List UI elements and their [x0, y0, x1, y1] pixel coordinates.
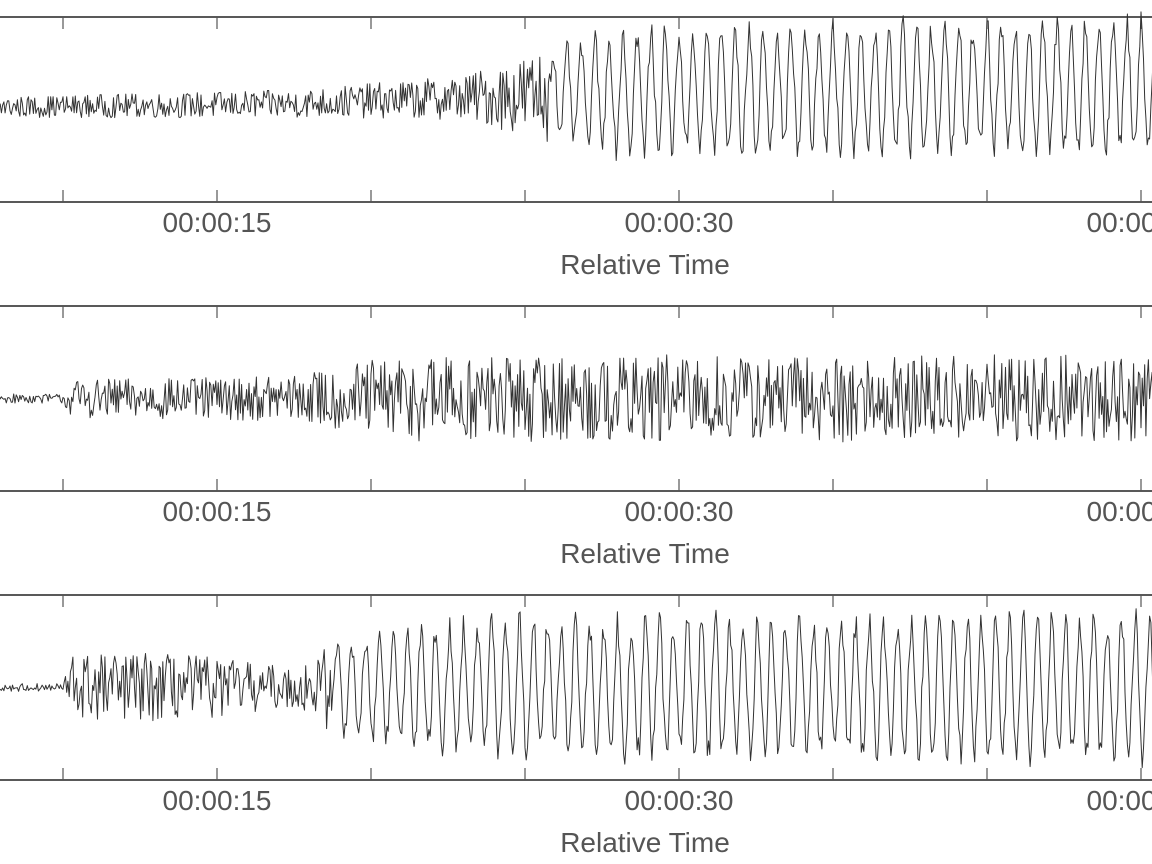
- x-tick-label: 00:00:45: [1087, 207, 1152, 238]
- x-tick-label: 00:00:30: [625, 785, 734, 816]
- x-tick-label: 00:00:30: [625, 496, 734, 527]
- signal-trace: [0, 354, 1152, 443]
- x-axis-label: Relative Time: [560, 538, 730, 569]
- x-tick-label: 00:00:45: [1087, 496, 1152, 527]
- x-tick-label: 00:00:45: [1087, 785, 1152, 816]
- subplot-1: 00:00:15 00:00:30 00:00:45 Relative Time: [0, 11, 1152, 280]
- x-tick-label: 00:00:30: [625, 207, 734, 238]
- x-tick-label: 00:00:15: [163, 496, 272, 527]
- x-tick-label: 00:00:15: [163, 785, 272, 816]
- signal-trace: [0, 608, 1152, 769]
- subplot-2: 00:00:15 00:00:30 00:00:45 Relative Time: [0, 305, 1152, 569]
- x-axis-label: Relative Time: [560, 827, 730, 858]
- subplot-3: 00:00:15 00:00:30 00:00:45 Relative Time: [0, 594, 1152, 858]
- x-axis-label: Relative Time: [560, 249, 730, 280]
- x-tick-label: 00:00:15: [163, 207, 272, 238]
- signal-trace: [0, 11, 1152, 161]
